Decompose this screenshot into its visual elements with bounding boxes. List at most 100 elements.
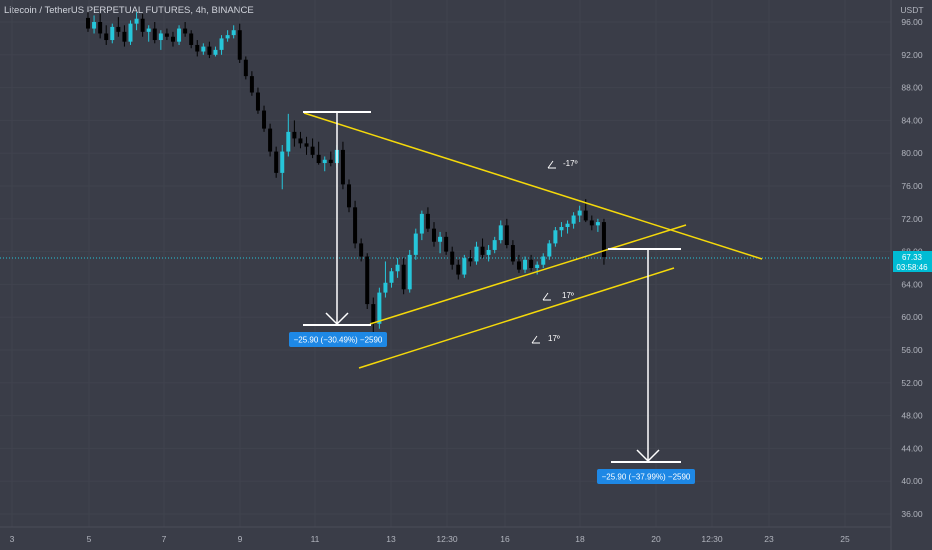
candle-body[interactable] — [595, 222, 600, 226]
candle-body[interactable] — [98, 22, 103, 34]
candle-body[interactable] — [407, 254, 412, 290]
candle-body[interactable] — [134, 18, 139, 24]
triangle-upper-trendline[interactable] — [303, 112, 763, 260]
candle-body[interactable] — [498, 225, 503, 241]
candle-body[interactable] — [328, 159, 333, 164]
candle-body[interactable] — [577, 210, 582, 216]
candle-body[interactable] — [486, 249, 491, 255]
candle-body[interactable] — [304, 143, 309, 147]
candle-body[interactable] — [365, 256, 370, 305]
candle-body[interactable] — [201, 46, 206, 52]
candle-body[interactable] — [559, 227, 564, 231]
candle-body[interactable] — [219, 38, 224, 50]
candle-body[interactable] — [553, 230, 558, 244]
candle-body[interactable] — [535, 264, 540, 268]
candle-body[interactable] — [231, 30, 236, 36]
candle-body[interactable] — [110, 26, 115, 41]
candle-body[interactable] — [468, 258, 473, 262]
candle-body[interactable] — [170, 36, 175, 42]
candle-body[interactable] — [237, 30, 242, 60]
angle-marker-lower[interactable]: 17º — [542, 291, 574, 301]
candle-body[interactable] — [377, 292, 382, 324]
candle-body[interactable] — [316, 154, 321, 164]
angle-marker-channel[interactable]: 17º — [531, 334, 560, 344]
candle-body[interactable] — [371, 304, 376, 324]
angle-marker-upper[interactable]: -17º — [547, 159, 578, 169]
candle-body[interactable] — [547, 243, 552, 257]
candle-body[interactable] — [474, 246, 479, 262]
candle-body[interactable] — [268, 128, 273, 152]
price-tick-label: 36.00 — [901, 509, 923, 519]
candle-body[interactable] — [122, 31, 127, 42]
candle-body[interactable] — [523, 259, 528, 270]
candle-body[interactable] — [456, 264, 461, 275]
candle-body[interactable] — [529, 259, 534, 268]
measure-1-badge — [289, 332, 387, 347]
candle-body[interactable] — [213, 49, 218, 55]
candle-body[interactable] — [255, 92, 260, 111]
time-scale[interactable]: 3 5 7 9 11 13 12:30 16 18 20 12:30 23 25 — [10, 534, 850, 544]
candle-body[interactable] — [249, 76, 254, 93]
candle-body[interactable] — [431, 228, 436, 242]
candle-body[interactable] — [116, 26, 121, 32]
candle-body[interactable] — [353, 207, 358, 244]
candle-body[interactable] — [419, 213, 424, 234]
price-tick-label: 40.00 — [901, 476, 923, 486]
candle-body[interactable] — [164, 33, 169, 37]
candle-body[interactable] — [158, 33, 163, 41]
candle-body[interactable] — [516, 261, 521, 270]
candle-body[interactable] — [146, 28, 151, 32]
candle-body[interactable] — [104, 33, 109, 41]
candle-body[interactable] — [438, 236, 443, 242]
candle-body[interactable] — [128, 23, 133, 42]
candle-body[interactable] — [444, 236, 449, 252]
candle-body[interactable] — [243, 59, 248, 77]
candle-body[interactable] — [298, 138, 303, 144]
candle-body[interactable] — [541, 256, 546, 265]
candle-body[interactable] — [152, 28, 157, 41]
candle-body[interactable] — [425, 213, 430, 229]
candle-body[interactable] — [492, 240, 497, 250]
current-price-tag — [893, 251, 932, 272]
candle-body[interactable] — [413, 233, 418, 255]
candle-body[interactable] — [92, 22, 97, 29]
candle-body[interactable] — [262, 110, 267, 129]
candle-body[interactable] — [207, 46, 212, 55]
candle-body[interactable] — [310, 146, 315, 155]
candle-body[interactable] — [189, 33, 194, 45]
candle-body[interactable] — [140, 18, 145, 32]
candle-body[interactable] — [450, 251, 455, 265]
candle-body[interactable] — [565, 223, 570, 227]
candle-body[interactable] — [347, 184, 352, 208]
candle-body[interactable] — [383, 282, 388, 293]
candle-body[interactable] — [86, 17, 90, 29]
triangle-lower-trendline[interactable] — [369, 224, 687, 325]
candle-body[interactable] — [395, 264, 400, 272]
candle-body[interactable] — [195, 44, 200, 52]
candle-body[interactable] — [589, 220, 594, 226]
candles[interactable] — [86, 12, 606, 339]
candle-body[interactable] — [274, 151, 279, 173]
candle-body[interactable] — [583, 210, 588, 221]
candle-body[interactable] — [389, 271, 394, 283]
price-tick-label: 80.00 — [901, 148, 923, 158]
candle-body[interactable] — [510, 245, 515, 262]
candle-body[interactable] — [225, 35, 230, 39]
candle-body[interactable] — [480, 246, 485, 255]
candle-body[interactable] — [504, 225, 509, 246]
candle-body[interactable] — [462, 258, 467, 275]
candle-body[interactable] — [401, 264, 406, 290]
parallel-channel-trendline[interactable] — [358, 267, 675, 369]
candle-body[interactable] — [177, 28, 182, 42]
candle-body[interactable] — [183, 28, 188, 34]
candle-body[interactable] — [340, 149, 345, 185]
candle-body[interactable] — [292, 131, 297, 139]
candle-body[interactable] — [280, 151, 285, 173]
candle-body[interactable] — [359, 243, 364, 257]
candle-body[interactable] — [571, 215, 576, 224]
candle-body[interactable] — [322, 159, 327, 164]
candle-body[interactable] — [601, 222, 606, 258]
candle-body[interactable] — [286, 131, 291, 152]
